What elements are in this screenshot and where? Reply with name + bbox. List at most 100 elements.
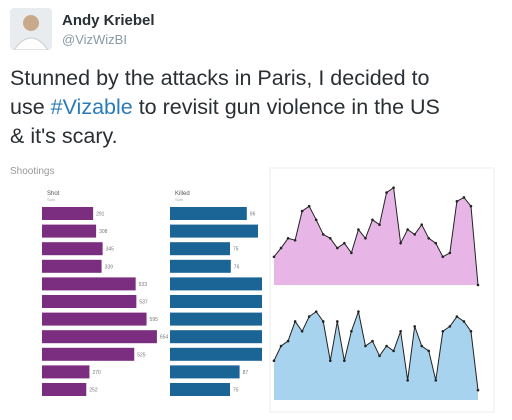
- bar-label: 75: [233, 247, 239, 253]
- point: [336, 246, 339, 250]
- point: [441, 329, 445, 333]
- bar-label: 87: [243, 370, 249, 376]
- bar: [170, 242, 230, 256]
- bar-label: 270: [92, 370, 101, 376]
- point: [406, 228, 409, 231]
- point: [392, 349, 395, 353]
- point: [307, 204, 311, 208]
- point: [427, 237, 431, 240]
- point: [321, 233, 325, 236]
- series-subtitle: Sum: [175, 197, 184, 202]
- point: [448, 251, 452, 255]
- point: [371, 218, 374, 222]
- text: Stunned by the attacks in Paris, I decid…: [10, 66, 430, 90]
- point: [357, 310, 360, 313]
- bar: [170, 295, 262, 308]
- bar-label: 96: [250, 212, 256, 218]
- series-name: Shot: [47, 191, 60, 197]
- point: [392, 186, 395, 190]
- point: [420, 344, 424, 348]
- point: [378, 223, 381, 226]
- bar: [170, 207, 247, 220]
- bar-label: 537: [139, 300, 148, 306]
- avatar[interactable]: [10, 8, 52, 50]
- point: [350, 251, 353, 255]
- bar-label: 654: [160, 335, 169, 341]
- bar: [170, 383, 230, 396]
- point: [385, 344, 388, 348]
- tweet-image[interactable]: ShootingsShotSum291308345339533537595654…: [0, 160, 512, 420]
- bar: [42, 312, 147, 326]
- point: [434, 379, 438, 382]
- point: [279, 344, 283, 348]
- point: [462, 320, 466, 323]
- point: [455, 200, 459, 203]
- point: [406, 379, 409, 382]
- bar-label: 291: [96, 212, 105, 218]
- bar-label: 345: [106, 247, 115, 253]
- line: [273, 309, 479, 391]
- bar-label: 595: [150, 317, 159, 323]
- point: [364, 237, 367, 240]
- point: [328, 237, 332, 240]
- bar: [170, 312, 262, 326]
- bar-label: 533: [139, 282, 148, 288]
- bar: [42, 383, 87, 396]
- bar-label: 75: [233, 388, 239, 394]
- point: [469, 329, 473, 333]
- bar-label: 308: [99, 229, 108, 235]
- point: [476, 388, 480, 392]
- bar-label: 525: [137, 352, 146, 358]
- point: [420, 223, 424, 226]
- bar: [42, 277, 136, 291]
- avatar-image: [13, 15, 49, 50]
- tweet-text: Stunned by the attacks in Paris, I decid…: [10, 64, 440, 151]
- point: [350, 329, 353, 333]
- bar: [42, 347, 135, 361]
- bar: [42, 242, 103, 256]
- bar: [170, 365, 240, 379]
- point: [272, 255, 276, 259]
- point: [300, 209, 304, 213]
- point: [378, 354, 381, 358]
- point: [293, 238, 297, 242]
- point: [448, 325, 452, 328]
- point: [469, 204, 473, 208]
- hashtag[interactable]: #Vizable: [50, 95, 133, 119]
- point: [321, 320, 325, 323]
- point: [286, 237, 290, 240]
- point: [399, 329, 402, 333]
- bar-label: 339: [105, 264, 114, 270]
- bar: [42, 207, 94, 220]
- bar: [170, 277, 262, 291]
- point: [434, 241, 438, 245]
- bar: [42, 224, 97, 238]
- point: [427, 349, 431, 353]
- area: [274, 187, 478, 285]
- text: to revisit gun violence in the US: [132, 95, 440, 119]
- point: [279, 246, 283, 250]
- point: [293, 320, 297, 323]
- bar: [42, 365, 90, 379]
- point: [314, 218, 318, 222]
- bar: [170, 259, 231, 273]
- point: [476, 283, 480, 287]
- point: [455, 315, 459, 318]
- point: [385, 191, 388, 194]
- point: [328, 359, 332, 363]
- bar: [170, 330, 262, 344]
- bar: [42, 295, 137, 308]
- user-name[interactable]: Andy Kriebel: [62, 12, 155, 29]
- point: [357, 228, 360, 231]
- user-handle[interactable]: @VizWizBI: [62, 32, 127, 47]
- text: & it's scary.: [10, 124, 118, 148]
- point: [399, 241, 402, 245]
- point: [336, 320, 339, 323]
- point: [300, 329, 304, 333]
- bar: [42, 330, 157, 344]
- series-name: Killed: [175, 191, 190, 197]
- point: [343, 241, 346, 245]
- point: [413, 325, 416, 328]
- text: use: [10, 95, 51, 119]
